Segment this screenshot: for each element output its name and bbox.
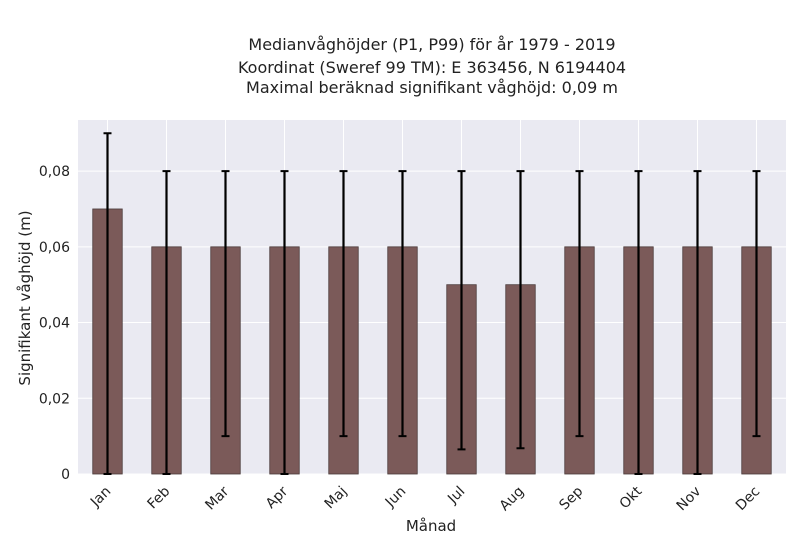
x-tick-labels: Jan Feb Mar Apr Maj Jun Jul Aug Sep Okt Nov Dec [87, 483, 763, 514]
error-bar-mar [221, 170, 230, 438]
x-tick-label: Jan [87, 484, 114, 511]
chart-title-line-3: Maximal beräknad signifikant våghöjd: 0,… [246, 78, 618, 97]
error-bar-dec [752, 170, 761, 438]
y-tick-label: 0,02 [39, 391, 70, 407]
y-tick-label: 0,08 [39, 164, 70, 180]
x-tick-label: Mar [202, 483, 232, 513]
x-tick-label: Feb [144, 483, 173, 512]
chart-title-line-2: Koordinat (Sweref 99 TM): E 363456, N 61… [237, 58, 627, 77]
x-tick-label: Okt [617, 483, 646, 512]
x-tick-label: Maj [322, 484, 351, 513]
x-tick-label: Aug [497, 484, 528, 515]
error-bar-jan [103, 132, 112, 475]
chart-title-line-1: Medianvåghöjder (P1, P99) för år 1979 - … [248, 35, 616, 54]
x-tick-label: Jun [382, 484, 409, 511]
x-tick-label: Sep [556, 483, 586, 513]
x-tick-label: Dec [733, 484, 763, 514]
error-bar-sep [575, 170, 584, 438]
error-bar-okt [634, 170, 643, 475]
x-axis-label: Månad [406, 517, 456, 535]
error-bar-nov [693, 170, 702, 475]
error-bar-maj [339, 170, 348, 438]
error-bar-apr [280, 170, 289, 475]
x-tick-label: Nov [674, 484, 705, 515]
error-bar-jun [398, 170, 407, 438]
y-tick-label: 0,04 [39, 316, 70, 332]
y-tick-label: 0 [61, 467, 70, 483]
error-bar-feb [162, 170, 171, 475]
x-tick-label: Jul [444, 484, 468, 508]
y-tick-labels: 0 0,02 0,04 0,06 0,08 [39, 164, 70, 483]
x-tick-label: Apr [263, 483, 292, 512]
plot-area [78, 120, 786, 474]
y-axis-label: Signifikant våghöjd (m) [16, 210, 34, 385]
y-tick-label: 0,06 [39, 240, 70, 256]
error-bars [103, 132, 761, 475]
error-bar-aug [516, 170, 525, 450]
error-bar-jul [457, 170, 466, 451]
